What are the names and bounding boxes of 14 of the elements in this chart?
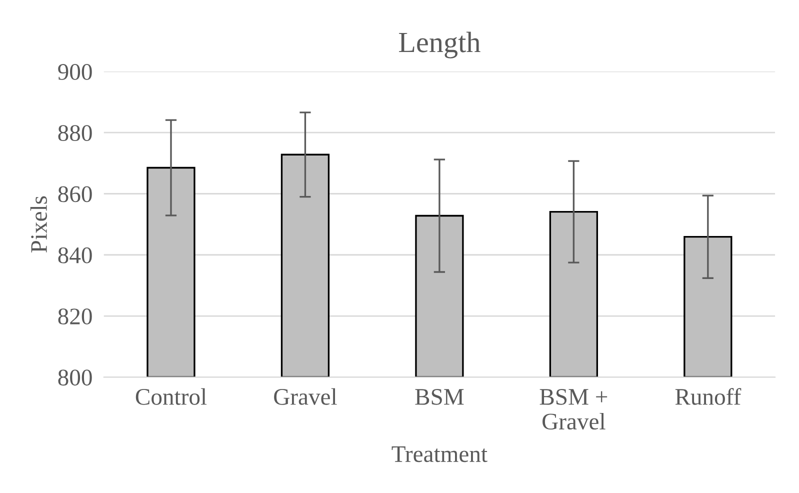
y-axis-title: Pixels (30, 196, 47, 252)
x-tick-label: Gravel (274, 388, 337, 405)
chart-title: Length (398, 32, 480, 58)
x-axis-title: Treatment (392, 446, 488, 462)
x-tick-label: BSM (415, 389, 464, 405)
y-tick-label: 860 (58, 186, 92, 202)
x-tick-label: Runoff (675, 388, 742, 405)
y-tick-label: 880 (58, 125, 92, 142)
y-tick-label: 820 (58, 308, 92, 324)
y-tick-label: 900 (58, 64, 92, 80)
y-tick-label: 800 (58, 370, 92, 386)
x-tick-label: Control (136, 388, 207, 405)
x-tick-label: BSM + Gravel (540, 389, 608, 430)
y-tick-label: 840 (58, 247, 92, 264)
